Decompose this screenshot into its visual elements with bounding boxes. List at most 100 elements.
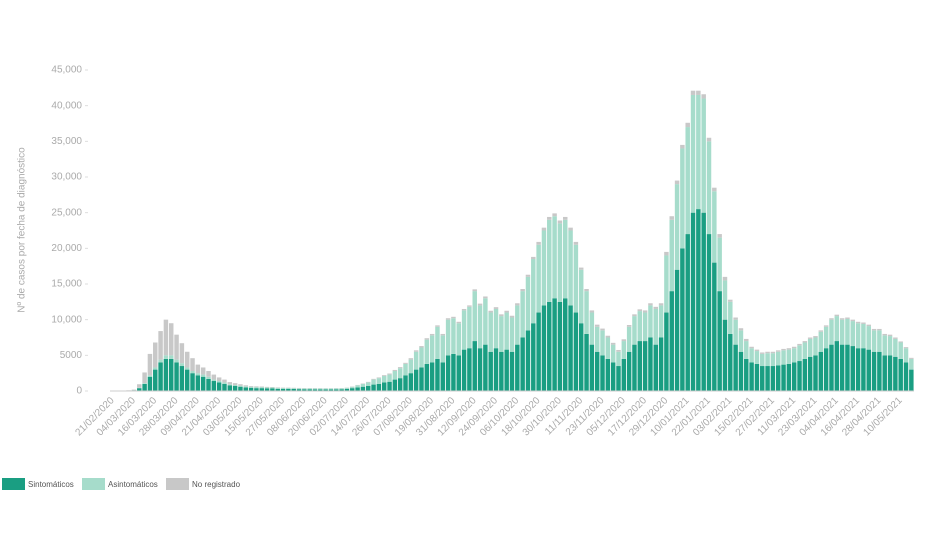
bar	[403, 362, 408, 364]
bar	[626, 351, 632, 391]
bar	[589, 344, 595, 391]
bar	[775, 351, 781, 366]
bar	[355, 385, 360, 388]
bar	[637, 309, 643, 312]
bar	[493, 307, 499, 309]
bar	[728, 301, 733, 334]
bar	[147, 375, 153, 377]
bar	[435, 325, 440, 327]
bar	[350, 386, 355, 389]
bar	[823, 325, 829, 327]
bar	[499, 314, 504, 317]
bar	[552, 298, 557, 391]
bar	[696, 90, 701, 95]
bar	[429, 335, 435, 363]
bar	[328, 389, 334, 391]
bar	[552, 216, 557, 299]
y-tick-label: 40,000	[51, 100, 82, 111]
bar	[184, 351, 190, 368]
bar	[137, 384, 142, 388]
y-tick-label: 35,000	[51, 136, 82, 147]
bar	[871, 328, 877, 331]
bar	[797, 345, 802, 362]
bar	[291, 388, 296, 390]
bar	[632, 314, 637, 317]
bar	[722, 319, 728, 391]
bar	[738, 330, 744, 352]
bar	[371, 378, 376, 380]
bar	[594, 351, 600, 391]
bar	[307, 389, 312, 391]
bar	[184, 369, 190, 391]
bar	[850, 346, 856, 391]
bar	[302, 388, 307, 390]
bar	[861, 323, 866, 349]
bar	[802, 342, 808, 359]
bar	[664, 251, 669, 256]
bar	[797, 361, 802, 391]
legend-label: No registrado	[192, 480, 241, 489]
bar	[371, 379, 376, 385]
bar	[515, 303, 520, 306]
bar	[791, 346, 797, 349]
bar	[280, 388, 286, 391]
bar	[669, 291, 674, 391]
bar	[174, 359, 179, 363]
bar	[648, 305, 653, 338]
bar	[238, 386, 243, 391]
bar	[366, 381, 371, 383]
bar	[696, 94, 701, 210]
bar	[642, 312, 648, 342]
bar	[834, 341, 840, 391]
bar	[296, 388, 302, 390]
bar	[563, 298, 568, 391]
bar	[472, 291, 477, 342]
bar	[264, 387, 270, 389]
bar	[717, 234, 722, 238]
bar	[387, 381, 392, 391]
bar	[749, 348, 754, 363]
bar	[376, 377, 382, 379]
bar	[813, 337, 818, 356]
bar	[584, 288, 589, 292]
bar	[280, 388, 286, 389]
bar	[429, 333, 435, 336]
bar	[232, 383, 238, 385]
bar	[168, 323, 174, 356]
bar	[909, 357, 914, 359]
bar	[712, 187, 717, 192]
bar	[211, 381, 217, 391]
bar	[578, 323, 584, 391]
y-tick-label: 0	[76, 386, 82, 397]
bar	[488, 351, 493, 391]
bar	[568, 230, 573, 306]
bar	[483, 344, 488, 391]
bar	[594, 324, 600, 327]
bar	[461, 310, 467, 350]
bar	[403, 363, 408, 376]
bar	[578, 267, 584, 270]
bar	[802, 358, 808, 391]
bar	[807, 337, 813, 339]
legend-swatch	[2, 478, 25, 490]
bar	[323, 388, 328, 390]
bar	[318, 389, 323, 391]
bar	[637, 311, 643, 342]
y-tick-label: 15,000	[51, 279, 82, 290]
bar	[887, 355, 893, 391]
bar	[302, 389, 307, 391]
bar	[765, 351, 770, 354]
bar	[270, 388, 275, 391]
y-tick-label: 30,000	[51, 172, 82, 183]
bar	[765, 353, 770, 367]
bar	[541, 227, 547, 231]
bar	[381, 382, 387, 391]
bar	[632, 344, 637, 391]
bar	[898, 342, 903, 359]
bar	[525, 276, 531, 331]
bar	[147, 353, 153, 376]
bar	[690, 212, 696, 391]
bar	[712, 262, 717, 391]
bar	[222, 382, 227, 384]
bar	[413, 350, 419, 352]
